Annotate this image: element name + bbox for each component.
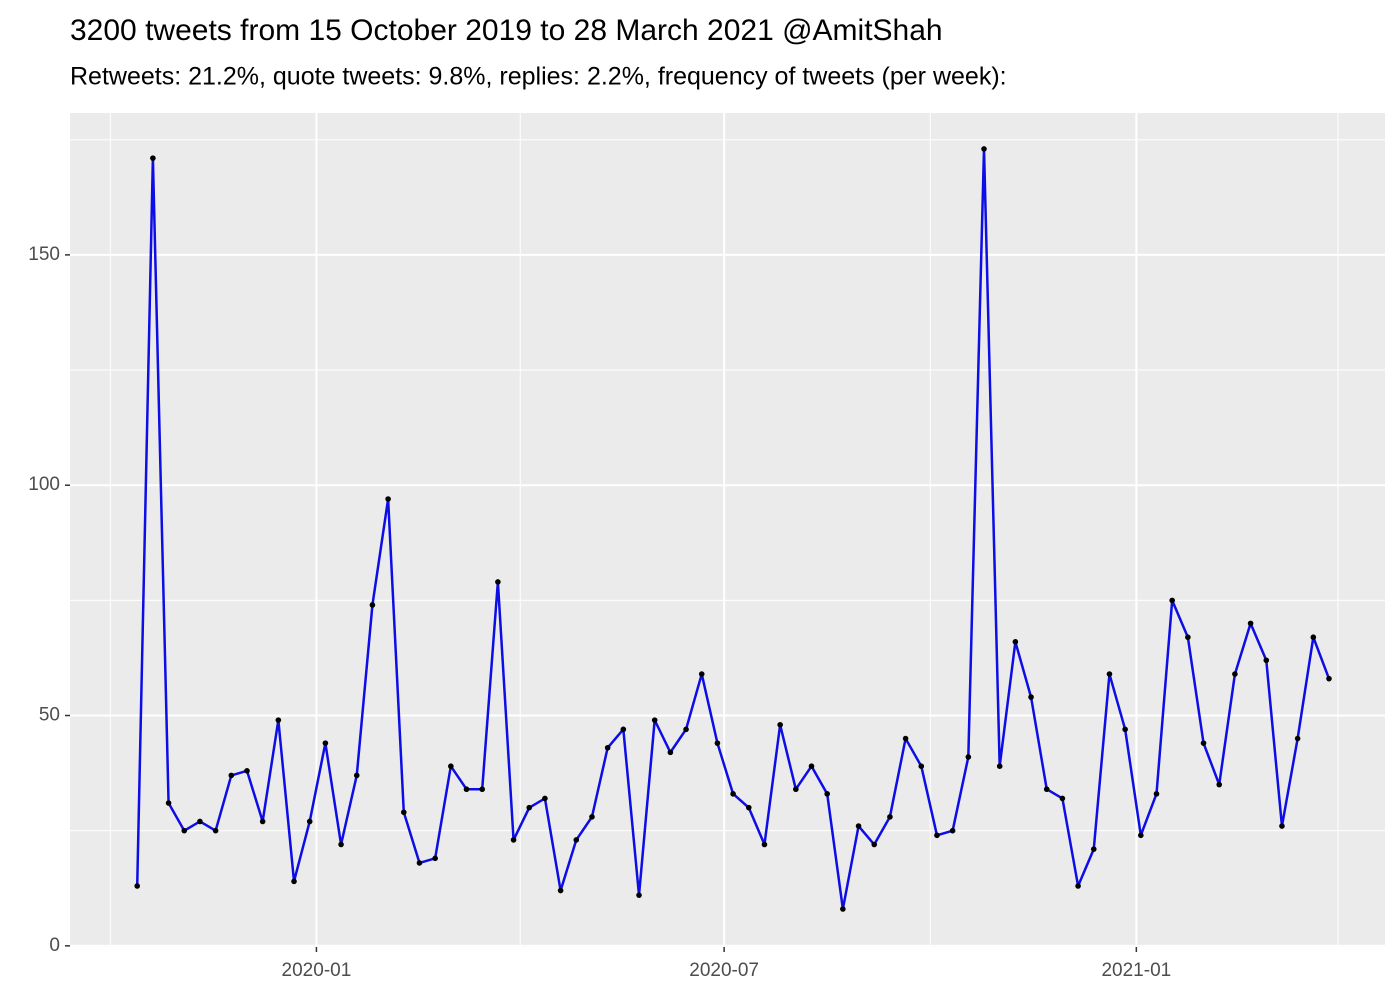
data-point — [385, 496, 391, 502]
data-point — [981, 146, 987, 152]
data-point — [400, 809, 407, 816]
data-point — [1310, 634, 1317, 641]
y-tick-label: 100 — [28, 474, 60, 495]
panel — [70, 113, 1385, 947]
y-tick-label: 50 — [39, 705, 60, 726]
data-point — [1326, 675, 1332, 682]
data-point — [432, 855, 438, 862]
data-point — [510, 837, 517, 843]
data-point — [448, 763, 454, 769]
data-point — [228, 772, 235, 779]
data-point — [871, 841, 878, 848]
data-point — [134, 883, 141, 889]
data-point — [730, 791, 736, 797]
data-point — [793, 786, 799, 793]
data-point — [996, 763, 1003, 769]
data-point — [1263, 657, 1270, 664]
data-point — [855, 823, 862, 829]
data-point — [1122, 726, 1128, 733]
data-point — [934, 832, 940, 839]
data-point — [306, 818, 313, 825]
data-point — [479, 786, 485, 793]
data-point — [1169, 597, 1175, 604]
data-point — [1185, 634, 1191, 641]
data-point — [604, 744, 611, 751]
data-point — [557, 887, 564, 894]
data-point — [636, 892, 642, 898]
data-point — [683, 726, 689, 733]
data-point — [1043, 786, 1050, 793]
data-point — [1216, 781, 1223, 788]
data-point — [761, 841, 768, 848]
data-point — [150, 155, 156, 161]
data-point — [1106, 671, 1113, 677]
data-point — [322, 740, 329, 746]
data-point — [291, 878, 297, 885]
data-point — [526, 804, 533, 811]
x-tick-label: 2020-07 — [689, 960, 759, 981]
data-point — [244, 768, 250, 774]
data-point — [369, 602, 376, 608]
data-point — [259, 818, 266, 825]
data-point — [589, 814, 595, 820]
chart-title: 3200 tweets from 15 October 2019 to 28 M… — [70, 14, 943, 47]
y-tick-label: 150 — [28, 244, 60, 265]
data-point — [416, 860, 423, 866]
data-point — [824, 791, 830, 797]
data-point — [338, 841, 344, 848]
data-point — [1059, 795, 1066, 802]
data-point — [1200, 740, 1207, 746]
data-point — [353, 772, 360, 779]
data-point — [1028, 694, 1034, 700]
data-point — [1153, 791, 1160, 797]
data-point — [777, 721, 783, 728]
data-point — [542, 795, 548, 802]
data-point — [840, 906, 846, 912]
data-point — [1075, 883, 1081, 889]
data-point — [1247, 620, 1254, 627]
data-point — [651, 717, 658, 723]
data-point — [918, 763, 925, 769]
chart-subtitle: Retweets: 21.2%, quote tweets: 9.8%, rep… — [70, 63, 1007, 91]
data-point — [573, 837, 580, 843]
data-point — [1090, 846, 1097, 852]
data-point — [965, 754, 972, 760]
data-point — [902, 735, 909, 742]
data-point — [620, 726, 627, 733]
data-point — [667, 749, 674, 756]
data-point — [495, 579, 501, 585]
data-point — [698, 671, 705, 677]
data-point — [1232, 671, 1238, 677]
data-point — [1138, 832, 1144, 839]
data-point — [275, 717, 282, 723]
data-point — [165, 800, 172, 806]
data-point — [212, 827, 219, 834]
data-point — [197, 818, 203, 825]
data-point — [949, 827, 956, 834]
y-tick-label: 0 — [49, 935, 60, 956]
data-point — [1012, 639, 1019, 645]
x-tick-label: 2020-01 — [282, 960, 352, 981]
data-point — [887, 814, 893, 820]
x-tick-label: 2021-01 — [1101, 960, 1171, 981]
data-point — [1279, 823, 1285, 829]
data-point — [714, 740, 721, 746]
data-point — [181, 827, 188, 834]
data-point — [463, 786, 470, 793]
data-point — [1294, 735, 1301, 742]
data-point — [745, 804, 752, 811]
data-point — [808, 763, 815, 769]
